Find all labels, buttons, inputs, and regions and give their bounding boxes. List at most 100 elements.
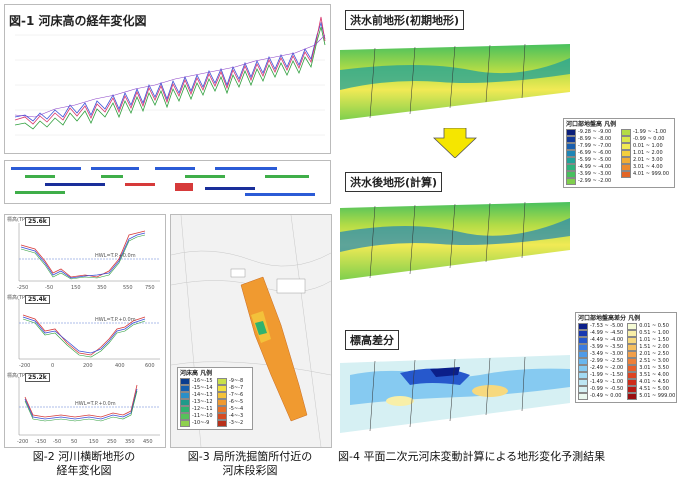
- fig3-legend-label: -5~-4: [229, 406, 244, 412]
- fig4-before-flood-map: [340, 43, 570, 120]
- fig4-legend1-grid: -9.28 ~ -9.00 -1.99 ~ -1.00 -8.99 ~ -8.00-…: [566, 129, 672, 185]
- fig3-legend-swatch: [217, 399, 227, 406]
- fig4-elev-legend-label: -2.99 ~ -2.00: [578, 178, 612, 184]
- fig4-diff-legend-label: -1.49 ~ -1.00: [590, 379, 624, 385]
- fig4-elev-legend-swatch: [621, 150, 631, 157]
- fig4-elev-legend-swatch: [566, 136, 576, 143]
- fig4-diff-legend-item: 2.51 ~ 3.00: [627, 358, 675, 365]
- fig2-xtick: 0: [51, 363, 54, 369]
- fig3-legend-label: -16~-15: [192, 378, 213, 384]
- fig3-legend-item: -12~-11: [180, 406, 213, 413]
- fig4-diff-legend-label: 2.51 ~ 3.00: [639, 358, 669, 364]
- fig2-caption: 図-2 河川横断地形の 経年変化図: [4, 450, 164, 478]
- fig3-legend: 河床高 凡例 -16~-15 -9~-8 -15~-14 -8~-7 -14~-13 -7…: [177, 367, 253, 430]
- fig1-title: 図-1 河床高の経年変化図: [9, 14, 147, 28]
- fig4-elev-legend-item: -3.99 ~ -3.00: [566, 171, 617, 178]
- fig3-legend-item: -5~-4: [217, 406, 250, 413]
- fig4-elev-legend-label: -3.99 ~ -3.00: [578, 171, 612, 177]
- fig2-section-label-2: 25.4k: [25, 295, 50, 304]
- fig4-diff-legend-item: -4.99 ~ -4.50: [578, 330, 623, 337]
- fig3-legend-label: -6~-5: [229, 399, 244, 405]
- fig3-legend-grid: -16~-15 -9~-8 -15~-14 -8~-7 -14~-13 -7~-6 -13~…: [180, 378, 250, 427]
- fig4-diff-legend-swatch: [578, 330, 588, 337]
- fig4-elev-legend-swatch: [566, 143, 576, 150]
- fig4-diff-legend-label: -3.99 ~ -3.50: [590, 344, 624, 350]
- fig4-elev-legend-item: -8.99 ~ -8.00: [566, 136, 617, 143]
- fig4-diff-legend-swatch: [627, 386, 638, 393]
- fig3-legend-swatch: [217, 378, 227, 385]
- fig4-diff-legend-item: -2.99 ~ -2.50: [578, 358, 623, 365]
- fig4-elev-legend-item: -5.99 ~ -5.00: [566, 157, 617, 164]
- fig3-legend-label: -14~-13: [192, 392, 213, 398]
- fig3-legend-label: -8~-7: [229, 385, 244, 391]
- fig4-elev-legend-label: 2.01 ~ 3.00: [633, 157, 663, 163]
- fig4-elev-legend-item: -2.99 ~ -2.00: [566, 178, 617, 185]
- fig4-diff-legend-label: -2.49 ~ -2.00: [590, 365, 624, 371]
- fig4-elev-legend-label: -8.99 ~ -8.00: [578, 136, 612, 142]
- fig2-cross-section-chart-1: -250 -50 150 350 550 750 HWL=T.P.+0.0m 標…: [7, 216, 160, 291]
- fig1-series-4: [14, 34, 326, 118]
- fig2-xtick: 150: [71, 285, 81, 291]
- fig4-diff-legend-swatch: [578, 365, 588, 372]
- fig3-caption: 図-3 局所洗掘箇所付近の 河床段彩図: [170, 450, 330, 478]
- fig4-difference-legend: 河口部地盤高差分 凡例 -7.53 ~ -5.00 0.01 ~ 0.50 -4.9…: [575, 312, 677, 403]
- fig2-xtick: -250: [17, 285, 28, 291]
- fig4-diff-legend-item: -0.99 ~ -0.50: [578, 386, 623, 393]
- fig3-legend-item: -4~-3: [217, 413, 250, 420]
- fig3-legend-swatch: [180, 406, 190, 413]
- fig4-diff-legend-label: -7.53 ~ -5.00: [590, 323, 624, 329]
- fig1-series-2: [14, 16, 326, 125]
- fig3-legend-swatch: [180, 413, 190, 420]
- fig4-diff-legend-item: -3.49 ~ -3.00: [578, 351, 623, 358]
- fig2-xtick: 50: [71, 439, 77, 445]
- fig4-diff-legend-item: -2.49 ~ -2.00: [578, 365, 623, 372]
- fig2-xtick: 350: [125, 439, 135, 445]
- fig4-caption: 図-4 平面二次元河床変動計算による地形変化予測結果: [338, 450, 606, 463]
- fig4-diff-legend-swatch: [627, 344, 638, 351]
- fig2-xtick: 350: [97, 285, 107, 291]
- fig4-diff-legend-label: -0.99 ~ -0.50: [590, 386, 624, 392]
- fig1-long-profile-chart: [14, 16, 326, 136]
- fig4-elev-legend-item: -0.99 ~ 0.00: [621, 136, 672, 143]
- fig2-xtick: -50: [53, 439, 61, 445]
- fig4-diff-legend-swatch: [578, 351, 588, 358]
- fig4-diff-legend-label: 0.01 ~ 0.50: [639, 323, 669, 329]
- fig3-deep-zone: [255, 321, 267, 335]
- fig3-legend-item: -11~-10: [180, 413, 213, 420]
- fig2-cross-section-chart-3: -200 -150 -50 50 150 250 350 450 HWL=T.P…: [7, 372, 160, 445]
- fig4-diff-legend-label: -2.99 ~ -2.50: [590, 358, 624, 364]
- fig4-diff-legend-swatch: [627, 351, 638, 358]
- fig3-legend-swatch: [217, 392, 227, 399]
- fig4-diff-legend-item: 3.01 ~ 3.50: [627, 365, 675, 372]
- fig2-ylabel: 標高(TPm): [7, 216, 32, 223]
- fig1-series-3: [14, 26, 326, 130]
- fig4-after-flood-map: [340, 201, 570, 280]
- fig4-elev-legend-item: -7.99 ~ -7.00: [566, 143, 617, 150]
- fig3-legend-item: -10~-9: [180, 420, 213, 427]
- fig4-legend1-title: 河口部地盤高 凡例: [566, 121, 617, 128]
- fig3-legend-item: -14~-13: [180, 392, 213, 399]
- fig3-legend-swatch: [217, 406, 227, 413]
- fig4-diff-legend-item: -4.49 ~ -4.00: [578, 337, 623, 344]
- fig4-elev-legend-item: 0.01 ~ 1.00: [621, 143, 672, 150]
- fig2-xtick: 250: [107, 439, 117, 445]
- fig4-elev-legend-swatch: [566, 129, 576, 136]
- fig1-chart-panel: [4, 4, 331, 154]
- fig4-diff-legend-swatch: [627, 393, 638, 400]
- fig4-diff-legend-swatch: [578, 358, 588, 365]
- fig4-elev-legend-label: 1.01 ~ 2.00: [633, 150, 663, 156]
- fig4-diff-legend-item: -0.49 ~ 0.00: [578, 393, 623, 400]
- fig1-series-1: [14, 21, 326, 122]
- fig4-diff-legend-item: 3.51 ~ 4.00: [627, 372, 675, 379]
- fig4-diff-legend-swatch: [627, 323, 638, 330]
- fig2-xtick: -50: [45, 285, 53, 291]
- fig3-legend-swatch: [217, 385, 227, 392]
- fig2-caption-line2: 経年変化図: [56, 464, 112, 477]
- fig2-xtick: -150: [35, 439, 46, 445]
- fig3-legend-item: -3~-2: [217, 420, 250, 427]
- fig4-diff-legend-swatch: [578, 393, 588, 400]
- fig4-elev-legend-swatch: [621, 171, 631, 178]
- fig3-legend-swatch: [180, 420, 190, 427]
- fig3-legend-label: -4~-3: [229, 413, 244, 419]
- fig4-elev-legend-item: -6.99 ~ -6.00: [566, 150, 617, 157]
